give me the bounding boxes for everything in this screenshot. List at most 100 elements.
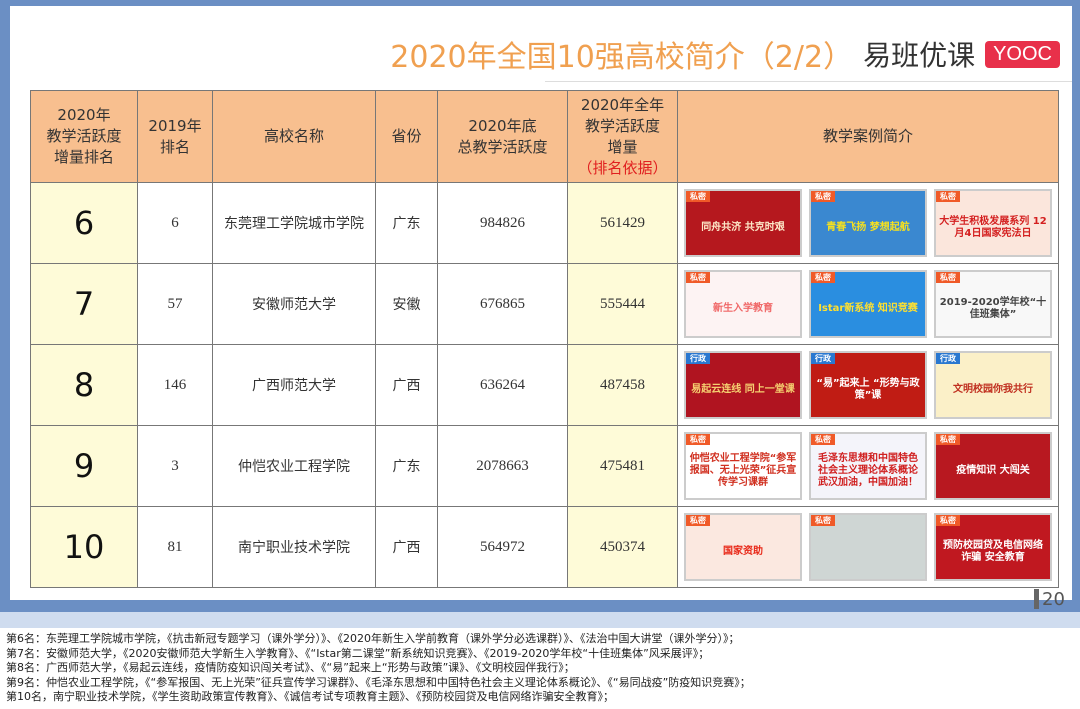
privacy-badge: 私密 <box>686 434 710 445</box>
case-thumbnail[interactable]: 私密大学生积极发展系列 12月4日国家宪法日 <box>934 189 1052 257</box>
logo-text: 易班优课 <box>863 39 976 72</box>
table-row: 10 81 南宁职业技术学院 广西 564972 450374 私密 国家资助 私密 私密 预防校园… <box>30 506 1059 588</box>
table-row: 9 3 仲恺农业工程学院 广东 2078663 475481 私密 仲恺农业工程学院“参军报国… <box>30 425 1059 507</box>
title-row: 2020年全国10强高校简介（2/2） 易班优课 YOOC <box>210 32 1060 76</box>
thumbnail-caption: 毛泽东思想和中国特色社会主义理论体系概论 武汉加油，中国加油！ <box>818 452 918 488</box>
thumbnail-caption: 仲恺农业工程学院“参军报国、无上光荣”征兵宣传学习课群 <box>689 452 797 488</box>
privacy-badge: 私密 <box>936 191 960 202</box>
notes-panel[interactable]: 第6名：东莞理工学院城市学院，《抗击新冠专题学习（课外学分）》、《2020年新生… <box>0 628 1080 709</box>
privacy-badge: 私密 <box>811 515 835 526</box>
thumbnail-caption-area <box>811 526 925 579</box>
activity-increase-cell: 475481 <box>567 425 678 507</box>
activity-increase-cell: 450374 <box>567 506 678 588</box>
thumbnail-caption-area: 新生入学教育 <box>686 283 800 336</box>
table-row: 8 146 广西师范大学 广西 636264 487458 行政 易起云连线 同上一堂课 行政 “… <box>30 344 1059 426</box>
table-row: 7 57 安徽师范大学 安徽 676865 555444 私密 新生入学教育 私密 Istar新系… <box>30 263 1059 345</box>
column-header: 2020年底 总教学活跃度 <box>437 90 568 183</box>
rank-cell: 7 <box>30 263 138 345</box>
rank-2019-cell: 3 <box>137 425 213 507</box>
privacy-badge: 私密 <box>811 191 835 202</box>
case-thumbnail[interactable]: 私密 <box>809 513 927 581</box>
thumbnail-caption: 同舟共济 共克时艰 <box>701 221 785 233</box>
case-thumbnail[interactable]: 私密国家资助 <box>684 513 802 581</box>
thumbnail-caption-area: 易起云连线 同上一堂课 <box>686 364 800 417</box>
column-header-label: 2020年全年 教学活跃度 增量 <box>580 95 665 156</box>
table-row: 6 6 东莞理工学院城市学院 广东 984826 561429 私密 同舟共济 共克时艰 私密青… <box>30 182 1059 264</box>
column-header: 教学案例简介 <box>677 90 1059 183</box>
note-line: 第10名，南宁职业技术学院，《学生资助政策宣传教育》、《诚信考试专项教育主题》、… <box>6 690 614 703</box>
total-activity-cell: 564972 <box>437 506 568 588</box>
privacy-badge: 私密 <box>686 515 710 526</box>
column-header-label: 2020年 教学活跃度 增量排名 <box>46 106 122 166</box>
case-thumbnail[interactable]: 私密同舟共济 共克时艰 <box>684 189 802 257</box>
note-line: 第6名：东莞理工学院城市学院，《抗击新冠专题学习（课外学分）》、《2020年新生… <box>6 632 740 645</box>
column-header: 2019年 排名 <box>137 90 213 183</box>
privacy-badge: 私密 <box>936 434 960 445</box>
university-name-cell: 南宁职业技术学院 <box>212 506 376 588</box>
thumbnail-caption: 新生入学教育 <box>713 302 773 314</box>
thumbnail-caption-area: 毛泽东思想和中国特色社会主义理论体系概论 武汉加油，中国加油！ <box>811 445 925 498</box>
privacy-badge: 私密 <box>811 272 835 283</box>
total-activity-cell: 676865 <box>437 263 568 345</box>
rank-cell: 10 <box>30 506 138 588</box>
case-thumbnail[interactable]: 私密 Istar新系统 知识竞赛 <box>809 270 927 338</box>
case-thumbnails-cell: 行政 易起云连线 同上一堂课 行政 “易”起来上 “形势与政策”课 行政 文明校园你我共行 <box>677 344 1059 426</box>
case-thumbnail[interactable]: 私密 毛泽东思想和中国特色社会主义理论体系概论 武汉加油，中国加油！ <box>809 432 927 500</box>
activity-increase-cell: 555444 <box>567 263 678 345</box>
thumbnail-caption: 国家资助 <box>723 545 763 557</box>
privacy-badge: 私密 <box>686 272 710 283</box>
column-header-label: 2020年底 总教学活跃度 <box>457 116 548 156</box>
column-header: 省份 <box>375 90 438 183</box>
thumbnail-caption: 易起云连线 同上一堂课 <box>691 383 795 395</box>
case-thumbnail[interactable]: 私密 2019-2020学年校“十佳班集体” <box>934 270 1052 338</box>
thumbnail-caption-area: 预防校园贷及电信网络诈骗 安全教育 <box>936 526 1050 579</box>
column-header-label: 高校名称 <box>263 127 324 145</box>
thumbnail-caption: 疫情知识 大闯关 <box>956 464 1030 476</box>
window-strip <box>0 612 1080 628</box>
case-thumbnails-cell: 私密 新生入学教育 私密 Istar新系统 知识竞赛 私密 2019-2020学年校“十佳… <box>677 263 1059 345</box>
thumbnail-caption: 2019-2020学年校“十佳班集体” <box>939 296 1047 320</box>
case-thumbnail[interactable]: 私密 青春飞扬 梦想起航 <box>809 189 927 257</box>
province-cell: 安徽 <box>375 263 438 345</box>
case-thumbnail[interactable]: 行政 易起云连线 同上一堂课 <box>684 351 802 419</box>
rank-2019-cell: 6 <box>137 182 213 264</box>
privacy-badge: 行政 <box>936 353 960 364</box>
note-line: 第8名：广西师范大学，《易起云连线，疫情防疫知识闯关考试》、《“易”起来上“形势… <box>6 661 575 674</box>
column-header-label: 教学案例简介 <box>822 127 913 145</box>
case-thumbnail[interactable]: 私密疫情知识 大闯关 <box>934 432 1052 500</box>
case-thumbnail[interactable]: 私密新生入学教育 <box>684 270 802 338</box>
header-row: 2020年 教学活跃度 增量排名 2019年 排名 高校名称 省份 2020年底 总教学… <box>30 90 1059 183</box>
activity-increase-cell: 561429 <box>567 182 678 264</box>
total-activity-cell: 984826 <box>437 182 568 264</box>
thumbnail-caption: Istar新系统 知识竞赛 <box>818 302 918 314</box>
thumbnail-caption: “易”起来上 “形势与政策”课 <box>816 377 920 401</box>
case-thumbnail[interactable]: 行政 文明校园你我共行 <box>934 351 1052 419</box>
thumbnail-caption-area: 青春飞扬 梦想起航 <box>811 202 925 255</box>
thumbnail-caption-area: 大学生积极发展系列 12月4日国家宪法日 <box>936 202 1050 255</box>
thumbnail-caption-area: 2019-2020学年校“十佳班集体” <box>936 283 1050 336</box>
case-thumbnails-cell: 私密 同舟共济 共克时艰 私密 青春飞扬 梦想起航 私密 大学生积极发展系列 12月4日国… <box>677 182 1059 264</box>
rank-cell: 8 <box>30 344 138 426</box>
rank-2019-cell: 57 <box>137 263 213 345</box>
case-thumbnail[interactable]: 私密 预防校园贷及电信网络诈骗 安全教育 <box>934 513 1052 581</box>
note-line: 第7名：安徽师范大学，《2020安徽师范大学新生入学教育》、《“Istar第二课… <box>6 646 710 660</box>
note-line: 第9名：仲恺农业工程学院，《“参军报国、无上光荣”征兵宣传学习课群》、《毛泽东思… <box>6 675 751 689</box>
column-header-label: 省份 <box>391 127 422 145</box>
page-marker <box>1034 589 1039 609</box>
case-thumbnail[interactable]: 行政 “易”起来上 “形势与政策”课 <box>809 351 927 419</box>
privacy-badge: 私密 <box>936 515 960 526</box>
logo-badge: YOOC <box>985 40 1060 68</box>
province-cell: 广东 <box>375 425 438 507</box>
thumbnail-caption: 大学生积极发展系列 12月4日国家宪法日 <box>939 215 1047 239</box>
column-header-label: 2019年 排名 <box>148 116 202 156</box>
university-name-cell: 东莞理工学院城市学院 <box>212 182 376 264</box>
privacy-badge: 私密 <box>686 191 710 202</box>
thumbnail-caption-area: 文明校园你我共行 <box>936 364 1050 417</box>
activity-increase-cell: 487458 <box>567 344 678 426</box>
total-activity-cell: 2078663 <box>437 425 568 507</box>
column-header: 高校名称 <box>212 90 376 183</box>
case-thumbnails-cell: 私密 国家资助 私密 私密 预防校园贷及电信网络诈骗 安全教育 <box>677 506 1059 588</box>
case-thumbnail[interactable]: 私密仲恺农业工程学院“参军报国、无上光荣”征兵宣传学习课群 <box>684 432 802 500</box>
page-number: 20 <box>1042 589 1065 610</box>
privacy-badge: 行政 <box>811 353 835 364</box>
